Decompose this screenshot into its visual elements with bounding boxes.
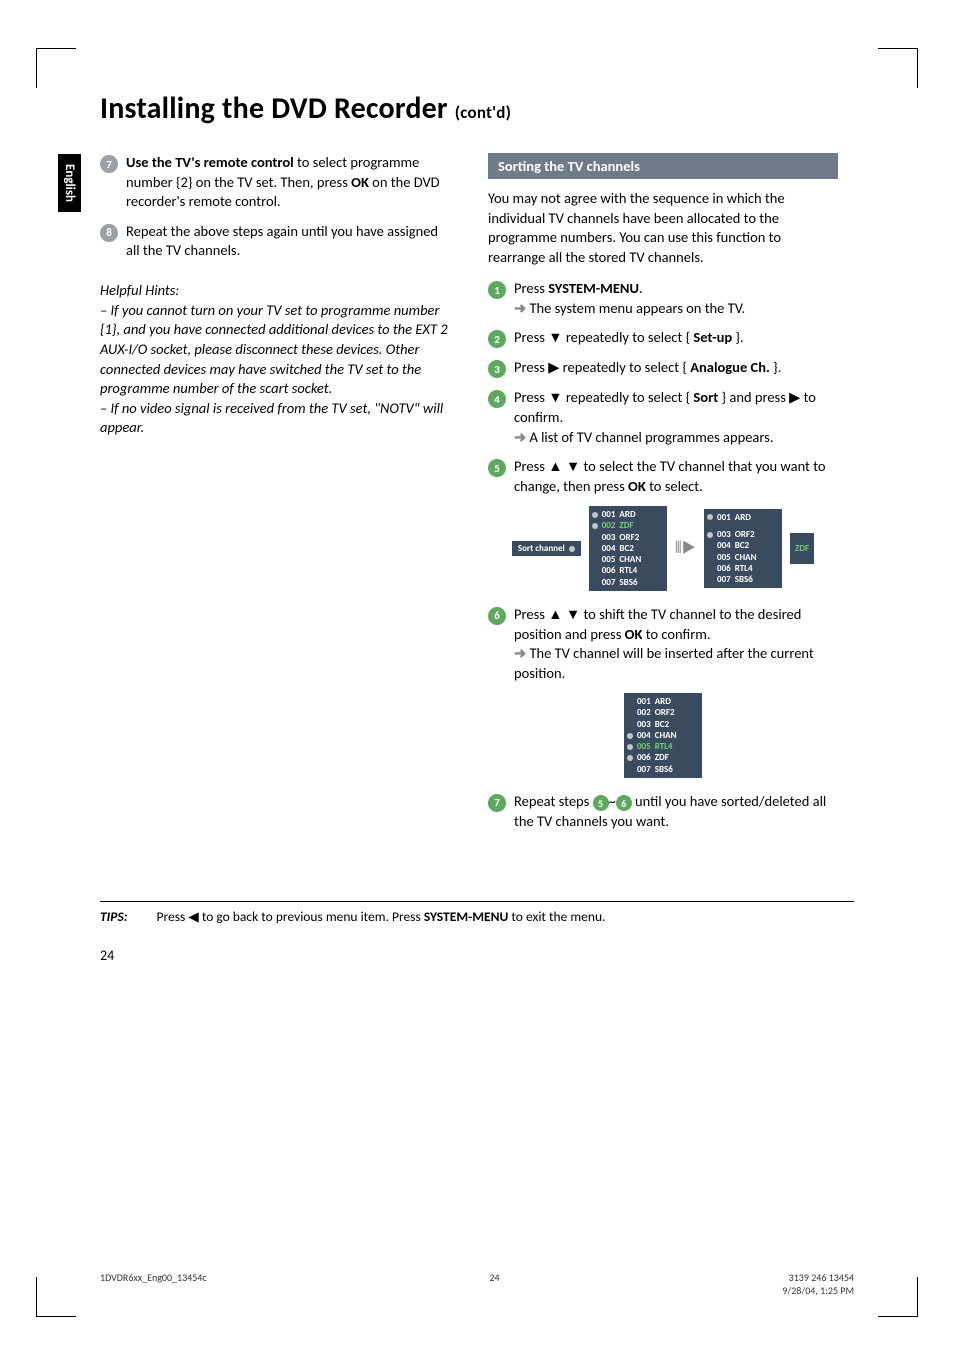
rstep-num-1: 1 [488,281,506,299]
tips-post: to exit the menu. [508,908,605,925]
step-8-body: Repeat the above steps again until you h… [126,222,450,261]
step-7-ok: OK [351,173,369,191]
footer-right: 3139 246 13454 9/28/04, 1:25 PM [782,1271,854,1297]
title-cont: (cont'd) [455,102,511,123]
rstep-7-pre: Repeat steps [514,792,593,810]
rstep-4-bold: Sort [693,388,718,406]
tv-list-a: 001ARD002ZDF003ORF2004BC2005CHAN006RTL40… [589,506,667,591]
rstep-num-5: 5 [488,459,506,477]
page-number: 24 [100,947,884,964]
rstep-6-bold: OK [625,625,643,643]
rstep-4: 4 Press ▼ repeatedly to select { Sort } … [488,388,838,447]
rstep-5-post: to select. [646,477,703,495]
rstep-7-mid: ~ [609,792,616,810]
inline-step-6-icon: 6 [616,795,632,811]
rstep-3-post: }. [770,358,782,376]
sorting-intro: You may not agree with the sequence in w… [488,189,838,267]
tv-list-c: 001ARD002ORF2003BC2004CHAN005RTL4006ZDF0… [624,693,702,778]
rstep-7: 7 Repeat steps 5~6 until you have sorted… [488,792,838,831]
rstep-3-bold: Analogue Ch. [690,358,770,376]
rstep-1-post: . [639,279,643,297]
rstep-num-7: 7 [488,794,506,812]
rstep-6-arrow: The TV channel will be inserted after th… [514,644,814,682]
side-language-tab: English [58,154,81,212]
tv-side-zdf: ZDF [790,533,814,564]
arrow-icon: ➜ [514,644,529,662]
footer-left: 1DVDR6xx_Eng00_13454c [100,1271,207,1297]
step-7: 7 Use the TV's remote control to select … [100,153,450,212]
rstep-4-pre: Press ▼ repeatedly to select { [514,388,693,406]
page-title: Installing the DVD Recorder (cont'd) [100,90,884,127]
tips-bold: SYSTEM-MENU [424,908,508,925]
dot-icon [569,546,575,552]
step-7-body: Use the TV's remote control to select pr… [126,153,450,212]
tv-sort-label-text: Sort channel [518,543,565,554]
rstep-1: 1 Press SYSTEM-MENU. ➜ The system menu a… [488,279,838,318]
rstep-1-arrow: The system menu appears on the TV. [529,299,745,317]
section-sorting-tv: Sorting the TV channels [488,153,838,179]
rstep-num-4: 4 [488,390,506,408]
rstep-4-arrow: A list of TV channel programmes appears. [529,428,773,446]
arrow-icon: ➜ [514,428,529,446]
step-7-bold: Use the TV's remote control [126,153,294,171]
rstep-num-6: 6 [488,607,506,625]
hints-head: Helpful Hints: [100,281,450,299]
tv-list-b: 001ARD003ORF2004BC2005CHAN006RTL4007SBS6 [704,509,782,589]
inline-step-5-icon: 5 [593,795,609,811]
footer-mid: 24 [489,1271,499,1297]
rstep-5: 5 Press ▲ ▼ to select the TV channel tha… [488,457,838,496]
transfer-arrow-icon: ⦀▶ [675,539,696,558]
tips-label: TIPS: [100,908,127,925]
footer: 1DVDR6xx_Eng00_13454c 24 3139 246 13454 … [100,1271,854,1297]
tips-bar: TIPS: Press ◀ to go back to previous men… [100,901,854,925]
rstep-2-post: }. [732,328,744,346]
rstep-2-pre: Press ▼ repeatedly to select { [514,328,693,346]
step-num-7: 7 [100,155,118,173]
footer-right-bot: 9/28/04, 1:25 PM [782,1284,854,1297]
arrow-icon: ➜ [514,299,529,317]
tv-diagram-2: 001ARD002ORF2003BC2004CHAN005RTL4006ZDF0… [488,693,838,778]
rstep-2-bold: Set-up [693,328,732,346]
tv-sort-label: Sort channel [512,541,581,556]
rstep-3: 3 Press ▶ repeatedly to select { Analogu… [488,358,838,378]
rstep-3-pre: Press ▶ repeatedly to select { [514,358,690,376]
tv-diagram-1: Sort channel 001ARD002ZDF003ORF2004BC200… [488,506,838,591]
rstep-num-3: 3 [488,360,506,378]
rstep-6: 6 Press ▲ ▼ to shift the TV channel to t… [488,605,838,683]
rstep-6-post: to confirm. [642,625,710,643]
rstep-num-2: 2 [488,330,506,348]
tips-pre: Press ◀ to go back to previous menu item… [157,908,424,925]
rstep-1-bold: SYSTEM-MENU [548,279,639,297]
step-8: 8 Repeat the above steps again until you… [100,222,450,261]
title-main: Installing the DVD Recorder [100,90,448,127]
rstep-1-pre: Press [514,279,548,297]
rstep-5-bold: OK [628,477,646,495]
step-num-8: 8 [100,224,118,242]
footer-right-top: 3139 246 13454 [789,1271,854,1284]
rstep-2: 2 Press ▼ repeatedly to select { Set-up … [488,328,838,348]
hints-body: – If you cannot turn on your TV set to p… [100,301,450,438]
